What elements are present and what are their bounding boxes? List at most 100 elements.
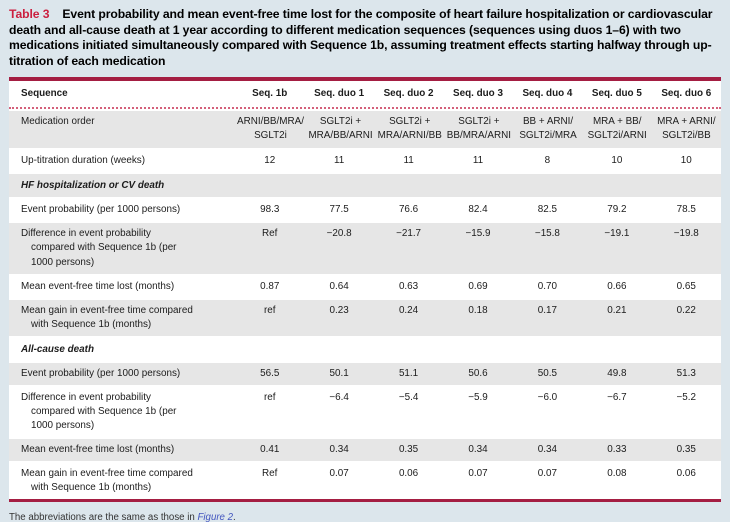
results-table: Sequence Seq. 1b Seq. duo 1 Seq. duo 2 Seq. …	[9, 77, 721, 503]
data-cell: 0.24	[398, 304, 419, 316]
data-cell: −6.0	[537, 391, 558, 403]
data-cell: 0.63	[398, 280, 419, 292]
data-cell: −19.1	[604, 228, 630, 240]
table-row: Mean event-free time lost (months) 0.87 0.…	[9, 273, 721, 298]
data-cell: 51.1	[398, 367, 419, 379]
data-cell: −15.8	[534, 228, 560, 240]
data-cell: −20.8	[326, 228, 352, 240]
table-caption-text: Event probability and mean event-free ti…	[9, 7, 713, 68]
data-cell: 0.35	[398, 444, 419, 456]
column-header: Seq. 1b	[252, 88, 288, 100]
row-label: Mean event-free time lost (months)	[21, 280, 175, 292]
data-cell: 0.65	[676, 280, 696, 292]
data-cell: −5.9	[468, 391, 488, 403]
footnotes: The abbreviations are the same as those …	[9, 510, 721, 522]
data-cell: 82.5	[537, 204, 558, 216]
footnote-text: .	[233, 512, 236, 522]
data-cell: 0.34	[468, 444, 488, 456]
row-label: Mean gain in event-free time compared wi…	[21, 304, 193, 330]
data-cell: 0.23	[329, 304, 349, 316]
data-cell: 8	[544, 155, 551, 167]
data-cell: 76.6	[398, 204, 419, 216]
data-cell: 0.21	[607, 304, 627, 316]
row-label: Difference in event probability compared…	[21, 228, 177, 268]
data-cell: 0.69	[468, 280, 488, 292]
table-row: Difference in event probability compared…	[9, 384, 721, 438]
data-cell: ref	[263, 391, 276, 403]
data-cell: 12	[264, 155, 276, 167]
table-row: Event probability (per 1000 persons) 56.5…	[9, 360, 721, 385]
row-label: Medication order	[21, 115, 95, 127]
section-row: All-cause death	[9, 335, 721, 361]
data-cell: SGLT2i + MRA/BB/ARNI	[308, 115, 373, 142]
data-cell: MRA + ARNI/ SGLT2i/BB	[657, 115, 716, 142]
data-cell: 51.3	[676, 367, 696, 379]
footnote-text: The abbreviations are the same as those …	[9, 512, 198, 522]
row-label: Event probability (per 1000 persons)	[21, 367, 181, 379]
data-cell: MRA + BB/ SGLT2i/ARNI	[587, 115, 647, 142]
data-cell: 0.34	[329, 444, 349, 456]
column-header: Seq. duo 2	[383, 88, 434, 100]
data-cell: 0.18	[468, 304, 488, 316]
data-cell: 0.41	[260, 444, 280, 456]
row-label: Difference in event probability compared…	[21, 391, 177, 432]
data-cell: 82.4	[468, 204, 488, 216]
table-row: Difference in event probability compared…	[9, 221, 721, 274]
data-cell: 0.07	[537, 468, 558, 480]
data-cell: 50.6	[468, 367, 488, 379]
table-row: Mean event-free time lost (months) 0.41 0.…	[9, 437, 721, 462]
data-cell: 56.5	[260, 367, 280, 379]
data-cell: −19.8	[673, 228, 699, 240]
data-cell: 0.35	[676, 444, 696, 456]
data-cell: −6.4	[329, 391, 349, 403]
data-cell: 0.07	[329, 468, 349, 480]
data-cell: 78.5	[676, 204, 696, 216]
section-label: HF hospitalization or CV death	[21, 180, 165, 192]
data-cell: 0.06	[676, 468, 696, 480]
data-cell: 79.2	[607, 204, 627, 216]
data-cell: 0.08	[607, 468, 627, 480]
data-cell: 0.87	[260, 280, 280, 292]
data-cell: 0.07	[468, 468, 488, 480]
data-cell: −6.7	[607, 391, 627, 403]
column-header: Seq. duo 3	[453, 88, 503, 100]
data-cell: 50.5	[537, 367, 558, 379]
data-cell: 0.33	[607, 444, 627, 456]
data-cell: 0.66	[607, 280, 627, 292]
table-caption: Table 3 Event probability and mean event-…	[9, 7, 721, 69]
data-cell: 77.5	[329, 204, 349, 216]
data-cell: ref	[263, 304, 276, 316]
data-cell: −5.2	[676, 391, 697, 403]
data-cell: 10	[680, 155, 692, 167]
row-label: Up-titration duration (weeks)	[21, 155, 146, 167]
data-cell: 0.70	[537, 280, 558, 292]
data-cell: 11	[403, 155, 414, 167]
column-header: Seq. duo 5	[591, 88, 642, 100]
data-cell: BB + ARNI/ SGLT2i/MRA	[519, 115, 577, 142]
data-cell: 0.22	[676, 304, 696, 316]
section-row: HF hospitalization or CV death	[9, 172, 721, 198]
data-cell: SGLT2i + BB/MRA/ARNI	[446, 115, 511, 142]
data-cell: −15.9	[465, 228, 491, 240]
data-cell: 0.64	[329, 280, 349, 292]
data-cell: 11	[472, 155, 484, 167]
row-label: Mean event-free time lost (months)	[21, 444, 175, 456]
section-label: All-cause death	[21, 343, 94, 355]
data-cell: 10	[611, 155, 623, 167]
table-row: Medication order ARNI/BB/MRA/ SGLT2i SGLT2…	[9, 108, 721, 149]
data-cell: 11	[334, 155, 345, 167]
data-cell: Ref	[262, 228, 278, 240]
data-cell: −21.7	[396, 228, 422, 240]
column-header: Seq. duo 6	[661, 88, 712, 100]
table-row: Up-titration duration (weeks) 12 11 11 11 8 10…	[9, 148, 721, 173]
table-row: Event probability (per 1000 persons) 98.3…	[9, 197, 721, 222]
data-cell: ARNI/BB/MRA/ SGLT2i	[237, 115, 304, 142]
data-cell: −5.4	[398, 391, 419, 403]
column-header: Sequence	[21, 88, 68, 100]
row-label: Mean gain in event-free time compared wi…	[21, 468, 193, 494]
data-cell: 50.1	[329, 367, 349, 379]
figure-2-link[interactable]: Figure 2	[197, 512, 234, 522]
table-number-label: Table 3	[9, 7, 50, 21]
data-cell: 0.17	[537, 304, 558, 316]
